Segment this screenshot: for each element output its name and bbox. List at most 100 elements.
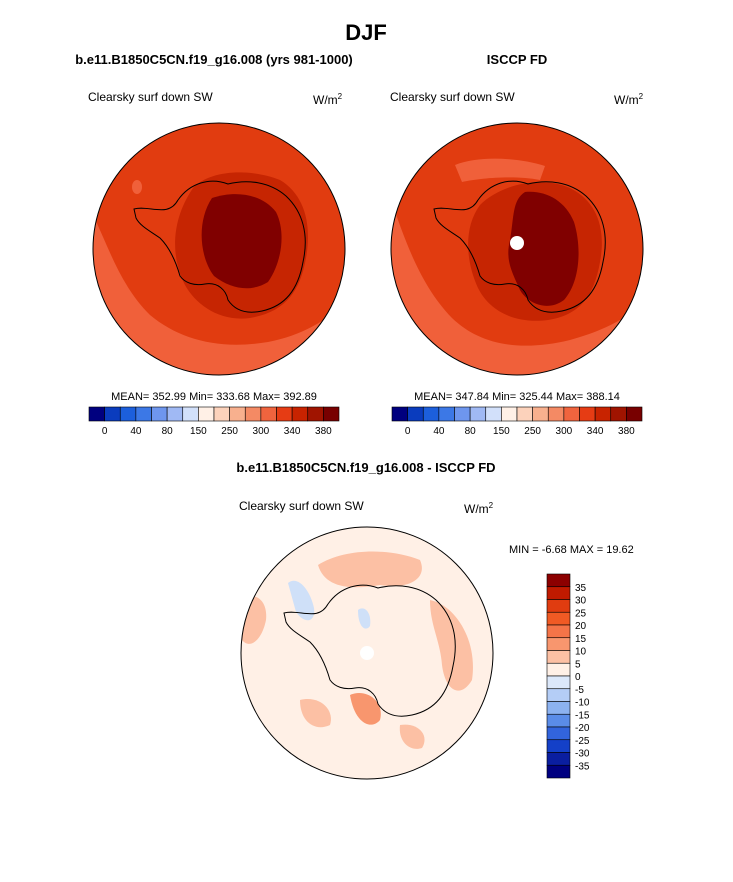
diff-colorbar-tick-label: 5 [575,659,581,670]
obs-coastline [433,180,606,313]
diff-colorbar-tick-label: 25 [575,608,587,619]
diff-colorbar-box [546,586,571,600]
obs-colorbar: 0 40 80 150 250 300 340 380 [391,406,643,437]
panel-diff-title: b.e11.B1850C5CN.f19_g16.008 - ISCCP FD [236,460,495,475]
model-low-band [93,215,345,375]
model-colorbar-box [323,406,340,422]
model-colorbar-box [276,406,293,422]
panel-diff-stats: MIN = -6.68 MAX = 19.62 [509,544,634,556]
obs-colorbar-tick-label: 150 [493,426,510,437]
obs-colorbar-box [391,406,408,422]
obs-low-strip [455,158,545,182]
obs-colorbar-box [579,406,596,422]
obs-colorbar-box [469,406,487,422]
diff-colorbar-tick-label: -20 [575,723,590,734]
diff-coastline [283,584,456,717]
model-colorbar-tick-label: 340 [284,426,301,437]
model-colorbar-box [135,406,152,422]
diff-colorbar-tick-label: -10 [575,698,590,709]
diff-colorbar-tick-label: -25 [575,736,590,747]
obs-colorbar-box [532,406,549,422]
panel-obs-units: W/m2 [614,92,644,107]
diff-patch-sw [300,699,331,728]
diff-pole-hole [360,646,374,660]
panel-diff-map [241,527,493,779]
diff-colorbar-box [546,701,571,715]
model-colorbar-box [291,406,309,422]
model-colorbar-tick-label: 380 [315,426,332,437]
model-core-high [201,194,282,289]
obs-colorbar-box [485,406,502,422]
model-colorbar: 0 40 80 150 250 300 340 380 [88,406,340,437]
diff-colorbar-box [546,726,571,741]
diff-colorbar-box [546,650,571,664]
panel-diff-variable: Clearsky surf down SW [239,499,364,513]
diff-colorbar-tick-label: -15 [575,710,590,721]
diff-colorbar-tick-label: 35 [575,583,587,594]
model-colorbar-tick-label: 80 [162,426,174,437]
obs-core-high [508,191,579,306]
diff-colorbar-box [546,713,571,728]
diff-patch-east [430,600,473,691]
diff-colorbar-tick-label: 10 [575,647,587,658]
model-colorbar-tick-label: 250 [221,426,238,437]
obs-pole-hole [510,236,524,250]
obs-colorbar-box [547,406,565,422]
obs-colorbar-tick-label: 80 [465,426,477,437]
diff-colorbar-box [546,624,571,639]
obs-colorbar-box [501,406,518,422]
panel-diff: b.e11.B1850C5CN.f19_g16.008 - ISCCP FD C… [236,460,634,780]
model-colorbar-box [88,406,105,422]
diff-colorbar-box [546,752,571,766]
panel-obs-variable: Clearsky surf down SW [390,90,515,104]
panel-model: b.e11.B1850C5CN.f19_g16.008 (yrs 981-100… [75,52,353,437]
model-colorbar-tick-label: 150 [190,426,207,437]
model-colorbar-box [166,406,184,422]
obs-colorbar-box [626,406,643,422]
model-colorbar-box [182,406,199,422]
panel-obs: ISCCP FD Clearsky surf down SW W/m2 MEAN… [390,52,644,437]
diff-colorbar-box [546,688,571,702]
diff-colorbar-box [546,675,571,690]
diff-patch-south [350,692,381,725]
panel-diff-units: W/m2 [464,501,494,516]
season-title: DJF [345,20,387,45]
panel-model-units: W/m2 [313,92,343,107]
diff-colorbar-box [546,764,571,779]
diff-colorbar-box [546,573,571,588]
diff-map-frame [240,526,494,780]
model-colorbar-tick-label: 40 [130,426,142,437]
diff-neg-patch-a [288,580,315,621]
panel-model-map [93,123,345,375]
diff-colorbar-box [546,637,571,651]
model-colorbar-box [213,406,230,422]
model-map-frame [92,122,346,376]
model-colorbar-box [229,406,246,422]
panel-model-title: b.e11.B1850C5CN.f19_g16.008 (yrs 981-100… [75,52,353,67]
diff-colorbar-tick-label: 0 [575,672,581,683]
diff-neg-patch-b [358,608,371,629]
model-colorbar-box [104,406,121,422]
diff-colorbar-tick-label: 20 [575,621,587,632]
panel-obs-title: ISCCP FD [487,52,547,67]
model-colorbar-box [244,406,262,422]
obs-colorbar-box [407,406,424,422]
obs-colorbar-tick-label: 250 [524,426,541,437]
diff-colorbar-box [546,662,571,677]
diff-colorbar-tick-label: 15 [575,634,587,645]
panel-model-stats: MEAN= 352.99 Min= 333.68 Max= 392.89 [111,391,317,403]
model-colorbar-box [198,406,215,422]
model-low-patch [132,180,142,194]
obs-map-frame [390,122,644,376]
diff-colorbar-tick-label: -35 [575,761,590,772]
panel-obs-stats: MEAN= 347.84 Min= 325.44 Max= 388.14 [414,391,620,403]
obs-colorbar-tick-label: 300 [556,426,573,437]
obs-colorbar-box [563,406,580,422]
model-colorbar-box [307,406,324,422]
obs-colorbar-tick-label: 380 [618,426,635,437]
obs-colorbar-tick-label: 0 [405,426,411,437]
diff-patch-north [318,551,422,588]
obs-colorbar-box [422,406,440,422]
